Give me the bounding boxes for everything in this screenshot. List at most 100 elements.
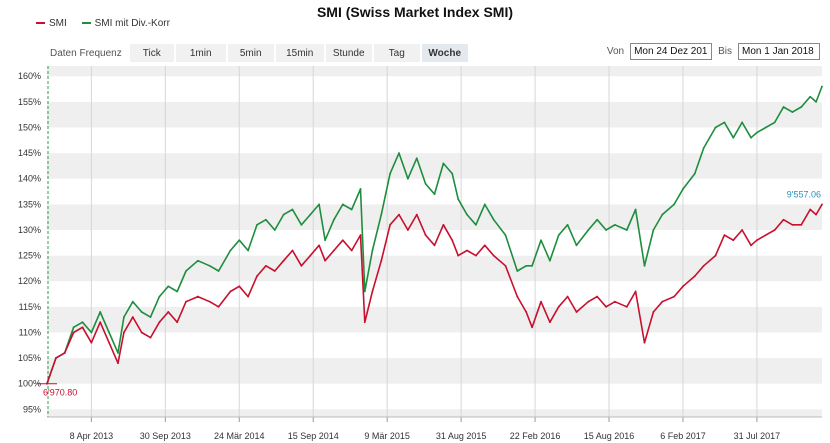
y-tick-label: 135% (18, 199, 41, 209)
data-point-smi (504, 264, 507, 267)
data-point-smi-mit-div-korr (424, 182, 427, 185)
data-point-smi-mit-div-korr (661, 213, 664, 216)
data-point-smi-mit-div-korr (516, 270, 519, 272)
data-point-smi (108, 341, 111, 344)
legend-item-smi[interactable]: SMI (36, 18, 67, 29)
y-axis: 95% 100% 105% 110% 115% 120% 125% 130% 135% 140% 1… (18, 71, 41, 414)
data-point-smi (750, 244, 752, 247)
data-point-smi-mit-div-korr (764, 126, 767, 129)
data-point-smi (63, 352, 66, 354)
data-point-smi (149, 336, 152, 339)
data-point-smi (131, 316, 134, 318)
data-point-smi-mit-div-korr (750, 136, 752, 139)
data-point-smi (208, 300, 211, 303)
x-tick-label: 6 Feb 2017 (660, 431, 706, 441)
x-tick-label: 15 Sep 2014 (288, 431, 339, 441)
frequency-button-woche[interactable]: Woche (421, 44, 468, 62)
x-tick-label: 24 Mär 2014 (214, 431, 265, 441)
data-point-smi (264, 264, 267, 267)
data-point-smi (140, 331, 143, 334)
frequency-button-15min[interactable]: 15min (275, 44, 324, 62)
data-point-smi (350, 249, 353, 252)
legend-label-smi: SMI (49, 17, 67, 29)
data-point-smi-mit-div-korr (723, 121, 726, 124)
data-point-smi-mit-div-korr (504, 234, 507, 236)
data-point-smi-mit-div-korr (300, 223, 303, 226)
data-point-smi-mit-div-korr (540, 239, 542, 242)
data-point-smi (229, 290, 232, 293)
frequency-label: Daten Frequenz (50, 47, 122, 59)
vertical-gridlines (90, 66, 758, 417)
data-point-smi (756, 239, 758, 242)
data-point-smi (54, 357, 57, 359)
grid-bands (47, 66, 822, 417)
x-tick-label: 22 Feb 2016 (510, 431, 561, 441)
frequency-button-5min[interactable]: 5min (227, 44, 274, 62)
data-point-smi (714, 254, 717, 257)
x-tick-label: 9 Mär 2015 (364, 431, 410, 441)
data-point-smi (451, 239, 454, 242)
data-point-smi-mit-div-korr (596, 218, 599, 221)
data-point-smi-mit-div-korr (693, 172, 696, 175)
from-date-input[interactable] (630, 43, 713, 60)
data-point-smi (117, 362, 119, 365)
data-point-smi (614, 300, 616, 303)
series-lines (46, 85, 823, 385)
data-point-smi-mit-div-korr (117, 352, 119, 354)
legend-item-smi-div-korr[interactable]: SMI mit Div.-Korr (81, 17, 170, 29)
data-point-smi-mit-div-korr (247, 249, 250, 252)
data-point-smi (809, 208, 812, 211)
frequency-button-1min[interactable]: 1min (175, 44, 226, 62)
grid-band (47, 409, 822, 417)
data-point-smi-mit-div-korr (682, 188, 684, 190)
data-point-smi (72, 331, 75, 334)
data-point-smi (196, 295, 199, 298)
grid-band (47, 153, 822, 179)
grid-band (47, 332, 822, 359)
data-point-smi (566, 295, 569, 298)
data-point-smi (291, 249, 294, 252)
data-point-smi (821, 203, 823, 206)
x-axis: 8 Apr 2013 30 Sep 2013 24 Mär 2014 15 Sep 2… (47, 416, 822, 441)
frequency-toolbar: Daten Frequenz Tick 1min 5min 15min Stun… (50, 44, 470, 62)
data-point-smi-mit-div-korr (359, 188, 362, 190)
grid-band (47, 255, 822, 282)
grid-band (47, 306, 822, 333)
data-point-smi-mit-div-korr (389, 172, 392, 175)
legend-label-smi-div-korr: SMI mit Div.-Korr (94, 17, 170, 29)
frequency-button-stunde[interactable]: Stunde (325, 44, 372, 62)
data-point-smi (661, 300, 664, 303)
data-point-smi-mit-div-korr (442, 162, 445, 165)
data-point-smi-mit-div-korr (398, 152, 400, 155)
y-tick-label: 150% (18, 122, 41, 132)
data-point-smi-mit-div-korr (72, 326, 75, 329)
data-point-smi-mit-div-korr (548, 259, 551, 262)
to-label: Bis (718, 46, 732, 57)
grid-band (47, 101, 822, 128)
data-point-smi-mit-div-korr (217, 270, 220, 272)
data-point-smi-mit-div-korr (350, 208, 353, 211)
y-tick-label: 115% (19, 302, 41, 312)
data-point-smi-mit-div-korr (406, 177, 409, 180)
data-point-smi (158, 321, 161, 324)
data-point-smi (531, 326, 534, 329)
data-point-smi-mit-div-korr (309, 213, 312, 216)
data-point-smi (167, 311, 170, 313)
to-date-input[interactable] (738, 43, 820, 60)
data-point-smi (238, 285, 241, 288)
data-point-smi (673, 295, 675, 298)
data-point-smi (457, 254, 460, 257)
from-label: Von (606, 46, 625, 57)
data-point-smi-mit-div-korr (264, 218, 267, 221)
data-point-smi (398, 213, 400, 216)
frequency-button-tick[interactable]: Tick (129, 44, 174, 62)
data-point-smi-mit-div-korr (185, 270, 187, 272)
data-point-smi-mit-div-korr (90, 331, 93, 334)
data-point-smi-mit-div-korr (291, 208, 294, 211)
data-point-smi-mit-div-korr (809, 95, 812, 98)
grid-band (47, 76, 822, 102)
data-point-smi-mit-div-korr (702, 147, 705, 149)
data-point-smi-mit-div-korr (273, 229, 276, 231)
frequency-button-tag[interactable]: Tag (373, 44, 420, 62)
